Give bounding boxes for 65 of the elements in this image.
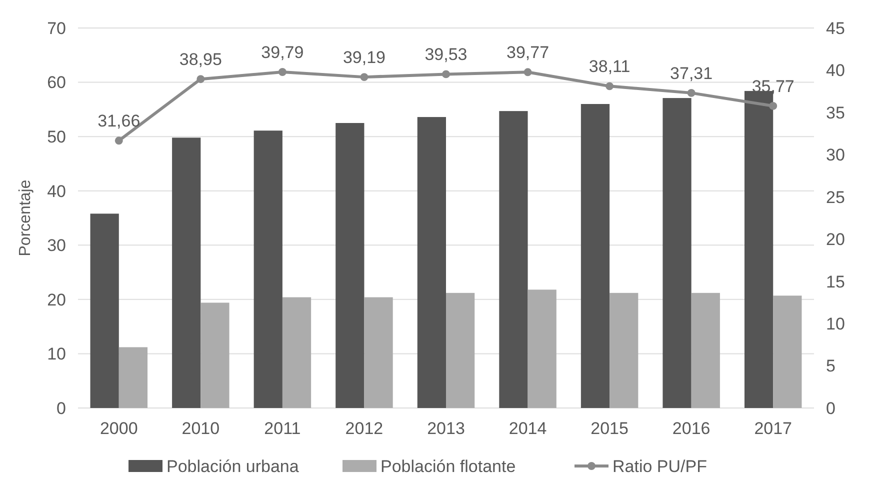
point (606, 82, 614, 90)
point (360, 73, 368, 82)
data-label: 39,79 (261, 42, 304, 62)
y-tick-label: 30 (47, 236, 66, 256)
legend-label: Población flotante (380, 456, 516, 476)
bar (90, 214, 119, 408)
y2-tick-label: 20 (826, 230, 845, 250)
bar (610, 292, 638, 408)
bar (580, 104, 610, 408)
y2-tick-label: 45 (826, 18, 845, 38)
data-label: 39,53 (424, 45, 468, 64)
bar (662, 98, 692, 408)
y-tick-label: 50 (47, 128, 66, 147)
bar (691, 292, 720, 408)
y2-tick-label: 40 (826, 61, 845, 80)
data-label: 39,19 (342, 48, 386, 68)
legend-label: Ratio PU/PF (612, 456, 707, 476)
y2-tick-label: 25 (826, 188, 845, 207)
data-label: 38,11 (588, 57, 630, 76)
x-tick-label: 2011 (264, 419, 301, 438)
y2-tick-label: 10 (826, 314, 845, 334)
x-tick-label: 2014 (508, 419, 547, 438)
data-label: 38,95 (179, 50, 222, 70)
data-label: 39,77 (506, 43, 550, 62)
point (769, 102, 778, 110)
x-tick-label: 2012 (345, 419, 384, 438)
x-tick-label: 2017 (754, 419, 792, 438)
bar (118, 347, 148, 408)
bar (499, 111, 528, 408)
y2-tick-label: 30 (826, 146, 845, 165)
point (524, 68, 532, 76)
x-tick-label: 2010 (182, 419, 220, 438)
y-tick-label: 60 (47, 73, 66, 92)
y2-tick-label: 15 (826, 272, 845, 292)
x-tick-label: 2015 (590, 419, 628, 438)
bar (364, 297, 393, 408)
point (278, 68, 286, 76)
y2-tick-label: 35 (826, 103, 845, 122)
bar (773, 296, 802, 408)
data-label: 31,66 (98, 112, 140, 131)
bar (200, 302, 230, 408)
x-tick-label: 2016 (672, 419, 710, 438)
y-tick-label: 10 (47, 344, 66, 364)
bar (254, 130, 282, 408)
y-tick-label: 20 (47, 290, 66, 310)
point (114, 136, 123, 145)
y-axis-title: Porcentaje (17, 180, 34, 256)
x-tick-label: 2013 (427, 419, 465, 438)
bar (528, 290, 556, 408)
point (196, 75, 205, 84)
data-label: 37,31 (670, 64, 713, 83)
bar (282, 297, 312, 408)
bar (446, 292, 475, 408)
bar (336, 123, 364, 408)
legend-label: Población urbana (166, 456, 300, 476)
y-tick-label: 70 (47, 18, 66, 38)
y2-tick-label: 0 (826, 398, 836, 418)
point (442, 70, 450, 78)
y2-tick-label: 5 (826, 356, 836, 376)
x-tick-label: 2000 (100, 419, 138, 438)
bar (417, 117, 446, 408)
y-tick-label: 0 (56, 398, 66, 418)
y-tick-label: 40 (47, 182, 66, 201)
bar (172, 138, 201, 408)
point (687, 88, 696, 97)
